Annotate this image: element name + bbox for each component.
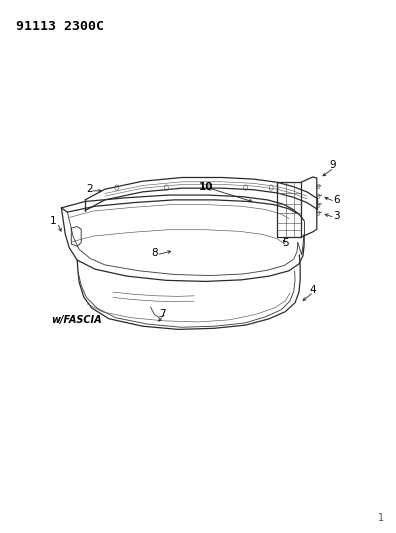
Text: 5: 5 bbox=[282, 238, 288, 247]
Text: 1: 1 bbox=[50, 216, 57, 226]
Text: 2: 2 bbox=[86, 184, 92, 194]
Text: 8: 8 bbox=[151, 248, 158, 258]
Text: 9: 9 bbox=[329, 160, 336, 170]
Text: 3: 3 bbox=[333, 211, 340, 221]
Text: 10: 10 bbox=[199, 182, 213, 191]
Text: 6: 6 bbox=[333, 195, 340, 205]
Text: w/FASCIA: w/FASCIA bbox=[51, 315, 102, 325]
Text: 7: 7 bbox=[159, 310, 166, 319]
Text: 4: 4 bbox=[310, 286, 316, 295]
Text: 91113 2300C: 91113 2300C bbox=[16, 20, 104, 33]
Text: 1: 1 bbox=[378, 513, 384, 523]
